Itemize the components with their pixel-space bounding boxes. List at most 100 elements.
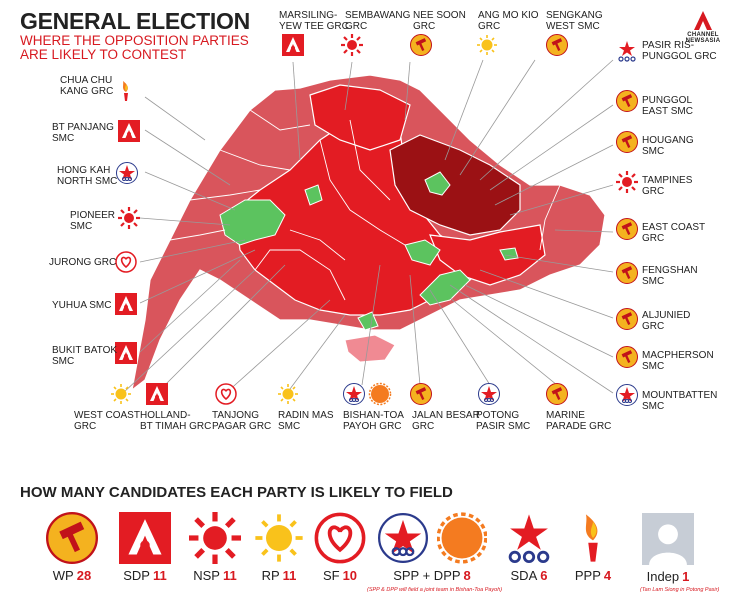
label-pasir-ris: PASIR RIS- PUNGGOL GRC	[642, 40, 717, 62]
party-indep: Indep 1	[630, 512, 706, 584]
label-radin-mas: RADIN MAS SMC	[278, 410, 334, 432]
label-marsiling: MARSILING- YEW TEE GRC	[279, 10, 349, 32]
label-sengkang: SENGKANG WEST SMC	[546, 10, 603, 32]
label-chua-chu-kang: CHUA CHU KANG GRC	[60, 75, 114, 97]
label-jalan-besar: JALAN BESAR GRC	[412, 410, 480, 432]
party-count: 11	[282, 568, 297, 583]
party-name: Indep	[646, 569, 680, 584]
label-holland: HOLLAND- BT TIMAH GRC	[140, 410, 212, 432]
wp-hammer-icon	[46, 512, 98, 564]
nsp-sun-icon	[614, 169, 640, 195]
label-hougang: HOUGANG SMC	[642, 135, 694, 157]
label-fengshan: FENGSHAN SMC	[642, 265, 698, 287]
dpp-icon	[368, 382, 392, 406]
label-macpherson: MACPHERSON SMC	[642, 350, 714, 372]
label-bt-panjang: BT PANJANG SMC	[52, 122, 114, 144]
page-subtitle: WHERE THE OPPOSITION PARTIES ARE LIKELY …	[20, 34, 260, 62]
label-east-coast: EAST COAST GRC	[642, 222, 706, 244]
party-sf: SF 10	[310, 512, 370, 583]
sf-heart-icon	[314, 512, 366, 564]
label-jurong: JURONG GRC	[49, 257, 117, 268]
singapore-map	[110, 32, 640, 406]
party-count: 11	[222, 568, 237, 583]
person-silhouette-icon	[642, 513, 694, 565]
wp-hammer-icon	[410, 383, 432, 405]
nsp-sun-icon	[189, 512, 241, 564]
label-sembawang: SEMBAWANG GRC	[345, 10, 411, 32]
sdp-icon	[282, 34, 304, 56]
party-name: RP	[261, 568, 280, 583]
label-mountbatten: MOUNTBATTEN SMC	[642, 390, 718, 412]
party-rp: RP 11	[248, 512, 310, 583]
label-west-coast: WEST COAST GRC	[74, 410, 140, 432]
spp-icon	[478, 383, 500, 405]
party-name: WP	[52, 568, 74, 583]
nsp-sun-icon	[116, 205, 142, 231]
sf-heart-icon	[215, 383, 237, 405]
wp-hammer-icon	[546, 34, 568, 56]
label-ang-mo-kio: ANG MO KIO GRC	[478, 10, 539, 32]
party-name: NSP	[193, 568, 220, 583]
dpp-icon	[436, 512, 487, 564]
rp-sun-icon	[476, 34, 498, 56]
page-title: GENERAL ELECTION	[20, 8, 250, 34]
party-name: SDP	[123, 568, 150, 583]
wp-hammer-icon	[410, 34, 432, 56]
sdp-icon	[146, 383, 168, 405]
party-sdp: SDP 11	[112, 512, 178, 583]
wp-hammer-icon	[616, 346, 638, 368]
party-name: SPP + DPP	[393, 568, 461, 583]
label-hong-kah: HONG KAH NORTH SMC	[57, 165, 118, 187]
label-tampines: TAMPINES GRC	[642, 175, 693, 197]
label-aljunied: ALJUNIED GRC	[642, 310, 691, 332]
party-count: 10	[342, 568, 358, 583]
label-punggol-east: PUNGGOL EAST SMC	[642, 95, 693, 117]
label-pioneer: PIONEER SMC	[70, 210, 116, 232]
section-title: HOW MANY CANDIDATES EACH PARTY IS LIKELY…	[20, 484, 453, 501]
ppp-torch-icon	[123, 81, 128, 101]
party-wp: WP 28	[38, 512, 106, 583]
wp-hammer-icon	[616, 308, 638, 330]
sf-heart-icon	[115, 251, 137, 273]
sdp-icon	[115, 342, 137, 364]
rp-sun-icon	[110, 383, 132, 405]
party-name: SDA	[510, 568, 538, 583]
party-name: PPP	[574, 568, 601, 583]
wp-hammer-icon	[546, 383, 568, 405]
sdp-icon	[118, 120, 140, 142]
rp-sun-icon	[253, 512, 305, 564]
party-nsp: NSP 11	[182, 512, 248, 583]
party-name: SF	[322, 568, 340, 583]
wp-hammer-icon	[616, 131, 638, 153]
wp-hammer-icon	[616, 262, 638, 284]
nsp-sun-icon	[339, 32, 365, 58]
rp-sun-icon	[277, 383, 299, 405]
subtitle-line-1: WHERE THE OPPOSITION PARTIES	[20, 33, 249, 48]
party-count: 6	[540, 568, 548, 583]
label-potong-pasir: POTONG PASIR SMC	[476, 410, 531, 432]
spp-icon	[116, 162, 138, 184]
label-bishan: BISHAN-TOA PAYOH GRC	[343, 410, 404, 432]
spp-icon	[377, 512, 428, 564]
label-nee-soon: NEE SOON GRC	[413, 10, 466, 32]
spp-icon	[616, 384, 638, 406]
label-tanjong-pagar: TANJONG PAGAR GRC	[212, 410, 272, 432]
spp-dpp-note: (SPP & DPP will field a joint team in Bi…	[367, 587, 503, 593]
party-spp-dpp: SPP + DPP 8	[376, 512, 488, 583]
party-count: 11	[152, 568, 167, 583]
party-sda: SDA 6	[500, 512, 558, 583]
party-count: 8	[463, 568, 471, 583]
sdp-icon	[115, 293, 137, 315]
party-count: 4	[603, 568, 612, 583]
party-ppp: PPP 4	[564, 512, 622, 583]
subtitle-line-2: ARE LIKELY TO CONTEST	[20, 47, 187, 62]
brand-logo: CHANNEL NEWSASIA	[673, 10, 733, 44]
indep-note: (Tan Lam Siong in Potong Pasir)	[640, 587, 720, 593]
spp-icon	[343, 383, 365, 405]
sda-star-icon	[618, 40, 636, 62]
party-count: 28	[76, 568, 92, 583]
sda-star-icon	[508, 512, 550, 564]
sdp-icon	[119, 512, 171, 564]
cna-logo-icon	[694, 11, 712, 30]
wp-hammer-icon	[616, 90, 638, 112]
